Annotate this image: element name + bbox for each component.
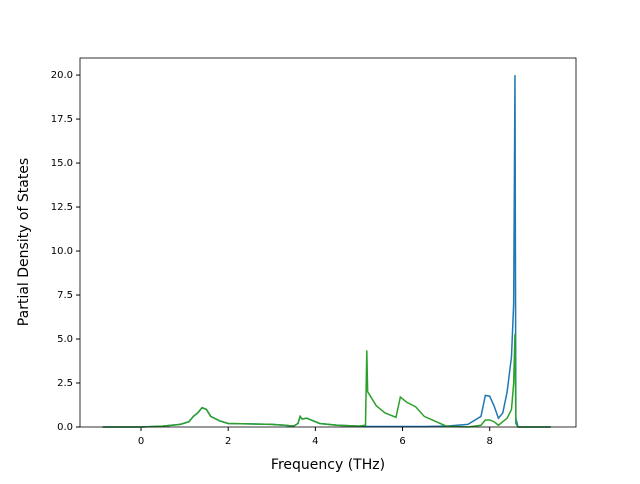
x-tick-label: 0 — [138, 436, 144, 447]
y-tick-label: 17.5 — [51, 114, 73, 125]
y-tick-label: 2.5 — [57, 378, 73, 389]
plot-frame — [79, 57, 577, 428]
x-tick-label: 4 — [312, 436, 318, 447]
x-axis-label: Frequency (THz) — [271, 457, 385, 473]
y-tick-label: 10.0 — [51, 246, 73, 257]
series-line — [102, 333, 551, 428]
y-tick-label: 20.0 — [51, 70, 73, 81]
x-tick-label: 8 — [487, 436, 493, 447]
y-tick-label: 0.0 — [57, 422, 73, 433]
y-tick-label: 12.5 — [51, 202, 73, 213]
y-tick-label: 5.0 — [57, 334, 73, 345]
y-tick-label: 7.5 — [57, 290, 73, 301]
y-tick-label: 15.0 — [51, 158, 73, 169]
x-tick-label: 6 — [399, 436, 405, 447]
y-axis-label: Partial Density of States — [16, 158, 32, 326]
x-tick-label: 2 — [225, 436, 231, 447]
